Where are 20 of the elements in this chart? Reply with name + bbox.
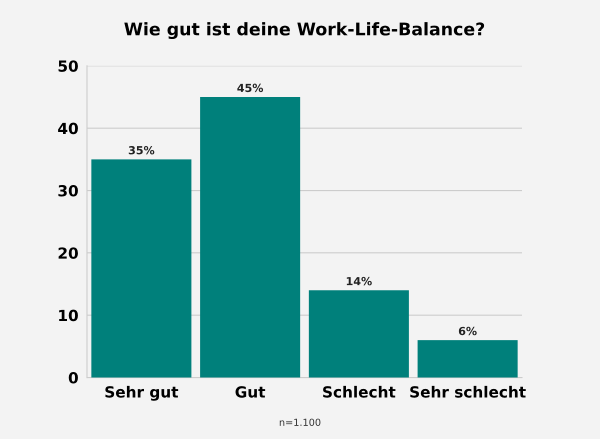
y-tick-label: 20: [58, 247, 78, 259]
bar: [91, 159, 192, 378]
data-label: 14%: [346, 276, 372, 286]
chart-title: Wie gut ist deine Work-Life-Balance?: [124, 22, 484, 40]
y-tick-label: 50: [58, 60, 78, 72]
data-label: 45%: [237, 84, 264, 92]
y-tick-label: 0: [68, 372, 78, 384]
bar: [308, 290, 409, 378]
x-tick-label: Gut: [236, 386, 266, 398]
x-tick-label: Sehr schlecht: [410, 386, 526, 398]
bar: [200, 97, 300, 378]
y-tick-label: 10: [59, 310, 78, 322]
text: n=1.100: [280, 418, 320, 426]
data-label: 35%: [128, 146, 154, 154]
y-tick-label: 40: [58, 122, 78, 134]
bar: [418, 340, 518, 378]
y-tick-label: 30: [58, 184, 78, 197]
data-label: 6%: [458, 326, 477, 336]
x-tick-label: Sehr gut: [105, 386, 178, 401]
x-tick-label: Schlecht: [323, 386, 396, 398]
